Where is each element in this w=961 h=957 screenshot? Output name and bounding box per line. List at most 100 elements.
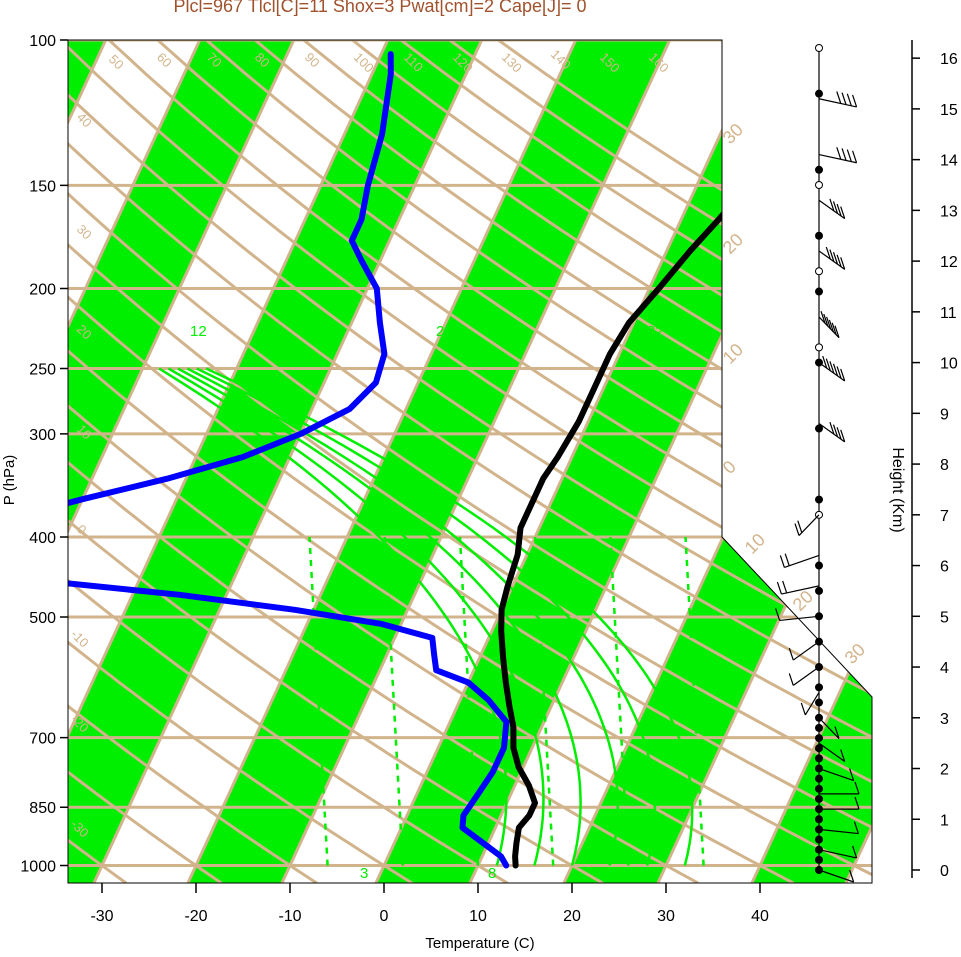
open-level-marker	[815, 44, 823, 52]
wind-barb-shaft	[784, 554, 820, 568]
filled-level-marker	[815, 835, 823, 844]
wind-barb-shaft	[818, 717, 840, 739]
mixing-ratio-label: 24	[436, 323, 453, 340]
filled-level-marker	[815, 815, 823, 824]
dry-adiabat	[156, 40, 872, 883]
moist-adiabat	[186, 367, 619, 866]
wind-barb-shaft	[792, 666, 820, 686]
height-tick-label: 15	[940, 102, 958, 119]
temperature-band	[68, 40, 294, 883]
filled-level-marker	[815, 774, 823, 783]
filled-level-marker	[815, 754, 823, 763]
height-tick-label: 9	[940, 406, 949, 423]
height-tick-label: 2	[940, 762, 949, 779]
filled-level-marker	[815, 784, 823, 793]
p-tick-label: 100	[29, 33, 56, 50]
isotherm-line	[374, 40, 766, 883]
wind-barb-feather	[840, 368, 846, 382]
p-tick-label: 400	[29, 530, 56, 547]
height-tick-label: 13	[940, 203, 958, 220]
wind-barb-feather	[836, 147, 842, 160]
x-tick-label: 20	[563, 908, 581, 925]
p-tick-label: 850	[29, 800, 56, 817]
wind-barb-feather	[823, 313, 829, 327]
filled-level-marker	[815, 424, 823, 433]
height-tick-label: 0	[940, 863, 949, 880]
dry-adiabat	[68, 40, 872, 883]
x-tick-label: 40	[751, 908, 769, 925]
filled-level-marker	[815, 165, 823, 174]
filled-level-marker	[815, 287, 823, 296]
filled-level-marker	[815, 698, 823, 707]
wind-barb-feather	[832, 252, 839, 265]
height-axis-label: Height (Km)	[889, 447, 906, 532]
dry-adiabat	[68, 40, 872, 883]
temperature-band	[751, 40, 872, 883]
wind-barb-shaft	[818, 869, 854, 883]
dry-adiabat	[68, 40, 604, 883]
isotherm-label-right: 30	[719, 120, 747, 148]
filled-level-marker	[815, 586, 823, 595]
wind-barb-shaft	[818, 828, 859, 835]
isotherm-label: 30	[74, 222, 95, 243]
wind-barb-feather	[836, 203, 842, 217]
wind-barb-feather	[829, 421, 835, 435]
temperature-band	[187, 40, 670, 883]
dry-adiabat	[107, 40, 872, 883]
filled-level-marker	[815, 734, 823, 743]
p-tick-label: 300	[29, 427, 56, 444]
wind-barb-shaft	[792, 641, 820, 661]
dry-adiabat	[68, 40, 413, 883]
wind-barb-feather	[841, 92, 847, 105]
x-tick-label: 0	[380, 908, 389, 925]
wind-barb-feather	[849, 768, 855, 781]
wind-barb-feather	[852, 150, 858, 163]
filled-level-marker	[815, 89, 823, 98]
wind-barb-feather	[841, 148, 847, 161]
wind-barb-feather	[776, 581, 782, 595]
wind-barb-feather	[840, 206, 846, 219]
moist-adiabat	[177, 367, 582, 866]
isotherm-line	[68, 40, 202, 883]
wind-barb-shaft	[818, 98, 857, 108]
dry-adiabat	[68, 40, 318, 883]
open-level-marker	[815, 267, 823, 276]
isotherm-label-right: 20	[719, 230, 747, 258]
wind-barb-feather	[829, 249, 835, 262]
wind-barb-feather	[832, 424, 839, 437]
dry-adiabat-label: 130	[499, 50, 525, 76]
wind-barb-feather	[834, 325, 840, 338]
mixing-ratio-label: 8	[488, 865, 496, 882]
wind-barb-feather	[840, 749, 846, 762]
series-dewpoint-line	[68, 51, 510, 869]
filled-level-marker	[815, 683, 823, 692]
dry-adiabat	[68, 40, 872, 883]
height-tick-label: 6	[940, 559, 949, 576]
wind-barb-feather	[836, 366, 842, 379]
dry-adiabat	[68, 40, 509, 883]
filled-level-marker	[815, 794, 823, 803]
p-tick-label: 500	[29, 610, 56, 627]
height-tick-label: 8	[940, 457, 949, 474]
dry-adiabat	[68, 40, 223, 883]
wind-barb-feather	[829, 361, 835, 374]
chart-title: Plcl=967 Tlcl[C]=11 Shox=3 Pwat[cm]=2 Ca…	[173, 0, 587, 16]
wind-barb-feather	[825, 358, 831, 371]
height-tick-label: 7	[940, 508, 949, 525]
moist-adiabat	[205, 367, 694, 866]
wind-barb-feather	[825, 246, 831, 260]
wind-barb-feather	[854, 796, 860, 810]
wind-barb-feather	[846, 149, 852, 162]
height-tick-label: 1	[940, 812, 949, 829]
mixing-ratio-label: 12	[190, 323, 207, 340]
p-tick-label: 150	[29, 178, 56, 195]
isotherm-label-right: 10	[741, 530, 769, 558]
height-tick-label: 12	[940, 254, 958, 271]
wind-barb-feather	[822, 355, 828, 369]
wind-barb-feather	[834, 726, 840, 739]
p-tick-label: 700	[29, 731, 56, 748]
isotherm-label: 40	[74, 110, 95, 131]
height-tick-label: 5	[940, 609, 949, 626]
wind-barb-shaft	[818, 742, 846, 763]
